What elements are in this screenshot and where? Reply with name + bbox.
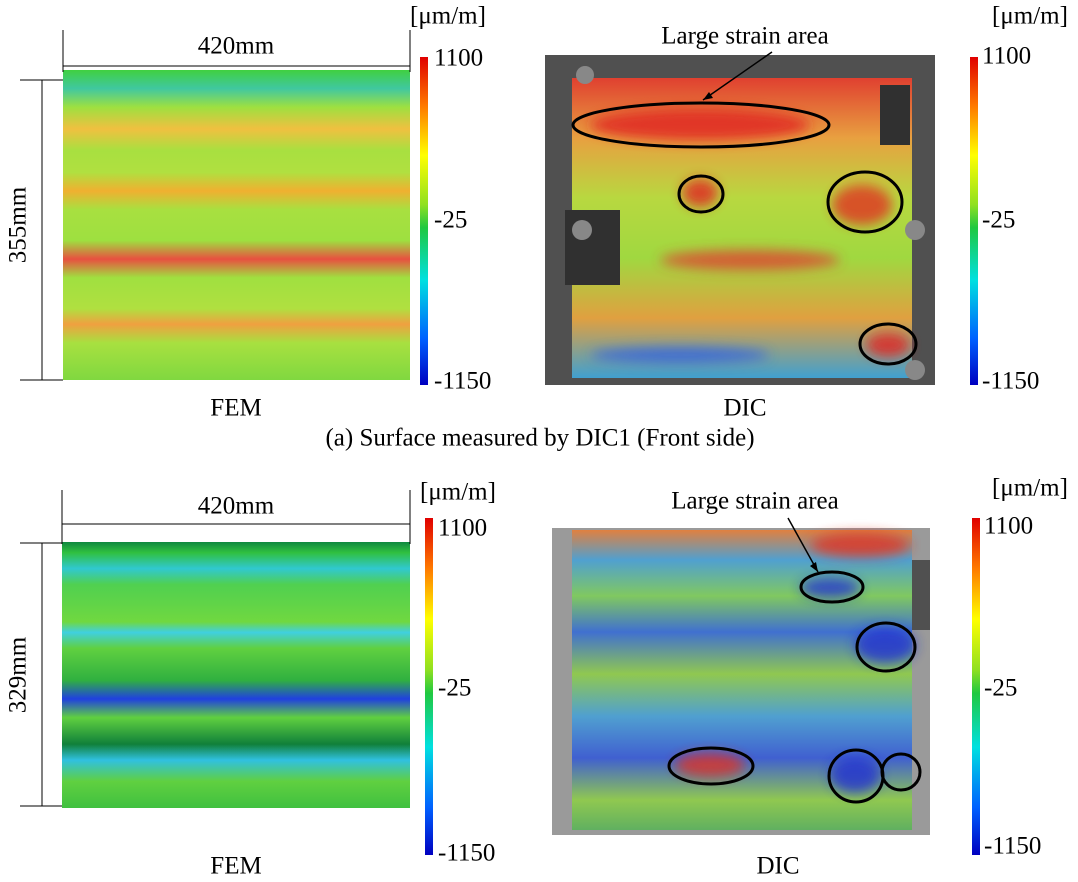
colorbar-unit: [μm/m] bbox=[992, 3, 1068, 30]
caption: DIC bbox=[723, 395, 766, 422]
fem-field bbox=[62, 542, 410, 808]
annotation: Large strain area bbox=[671, 488, 839, 515]
colorbar-tick: 1100 bbox=[984, 513, 1033, 540]
colorbar-unit: [μm/m] bbox=[992, 475, 1068, 502]
colorbar-tick: 1100 bbox=[438, 515, 487, 542]
colorbar bbox=[425, 518, 433, 855]
colorbar-tick: -1150 bbox=[434, 368, 491, 395]
width-label: 420mm bbox=[198, 493, 275, 520]
height-label: 355mm bbox=[5, 186, 32, 263]
colorbar-tick: -1150 bbox=[984, 833, 1041, 860]
colorbar bbox=[972, 518, 980, 855]
colorbar-tick: -1150 bbox=[982, 368, 1039, 395]
colorbar-tick: -25 bbox=[984, 675, 1017, 702]
colorbar-tick: -1150 bbox=[438, 840, 495, 867]
colorbar-unit: [μm/m] bbox=[410, 3, 486, 30]
width-label: 420mm bbox=[198, 33, 275, 60]
figure: 420mm 355mm [μm/m] 1100 -25 -1150 FEM La… bbox=[0, 0, 1078, 882]
colorbar bbox=[420, 57, 428, 385]
colorbar-tick: -25 bbox=[434, 207, 467, 234]
colorbar-tick: -25 bbox=[438, 675, 471, 702]
dic-image bbox=[552, 528, 930, 835]
annotation: Large strain area bbox=[661, 23, 829, 50]
caption: FEM bbox=[210, 395, 261, 422]
colorbar-unit: [μm/m] bbox=[420, 479, 496, 506]
height-label: 329mm bbox=[5, 636, 32, 713]
colorbar-tick: 1100 bbox=[434, 45, 483, 72]
colorbar-tick: -25 bbox=[982, 207, 1015, 234]
caption: DIC bbox=[756, 853, 799, 880]
panel-caption: (a) Surface measured by DIC1 (Front side… bbox=[325, 425, 754, 452]
colorbar-tick: 1100 bbox=[982, 43, 1031, 70]
colorbar bbox=[970, 57, 978, 385]
caption: FEM bbox=[210, 853, 261, 880]
fem-field bbox=[63, 70, 410, 380]
